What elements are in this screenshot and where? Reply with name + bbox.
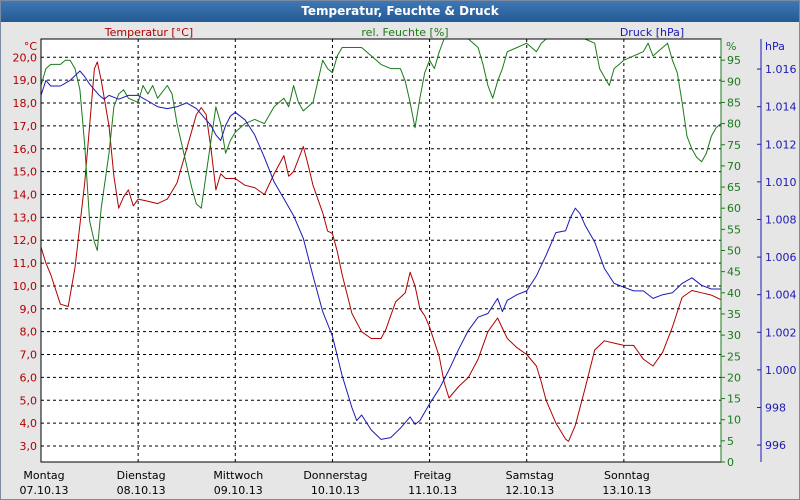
temperature-unit: °C (24, 40, 38, 53)
pressure-tick-label: 996 (765, 439, 786, 452)
pressure-ticks: 996 998 1.000 1.002 1.004 1.006 1.008 1.010 1.01… (757, 63, 797, 452)
humidity-tick-label: 90 (727, 75, 741, 88)
temperature-tick-label: 7,0 (20, 349, 38, 362)
humidity-tick-label: 20 (727, 371, 741, 384)
humidity-tick-label: 25 (727, 350, 741, 363)
temperature-axis-title: Temperatur [°C] (104, 26, 193, 39)
temperature-tick-label: 9,0 (20, 303, 38, 316)
humidity-tick-label: 5 (727, 435, 734, 448)
humidity-series-line (40, 38, 722, 251)
temperature-tick-label: 5,0 (20, 394, 38, 407)
day-labels: Montag 07.10.13 Dienstag 08.10.13 Mittwoch 09… (20, 469, 652, 497)
temperature-tick-label: 20,0 (13, 51, 38, 64)
day-name-label: Mittwoch (213, 469, 263, 482)
pressure-tick-label: 1.008 (765, 213, 797, 226)
temperature-series-line (40, 61, 722, 442)
plot-area (41, 39, 721, 462)
temperature-tick-label: 6,0 (20, 371, 38, 384)
temperature-tick-label: 8,0 (20, 326, 38, 339)
humidity-tick-label: 50 (727, 245, 741, 258)
humidity-tick-label: 65 (727, 181, 741, 194)
window-title: Temperatur, Feuchte & Druck (1, 1, 799, 22)
pressure-unit: hPa (765, 40, 785, 53)
humidity-tick-label: 0 (727, 456, 734, 469)
temperature-tick-label: 17,0 (13, 120, 38, 133)
humidity-tick-label: 10 (727, 414, 741, 427)
humidity-tick-label: 45 (727, 266, 741, 279)
temperature-tick-label: 14,0 (13, 188, 38, 201)
pressure-tick-label: 1.006 (765, 251, 797, 264)
humidity-axis-title: rel. Feuchte [%] (361, 26, 448, 39)
day-date-label: 07.10.13 (20, 484, 69, 497)
temperature-tick-label: 12,0 (13, 234, 38, 247)
day-date-label: 09.10.13 (214, 484, 263, 497)
humidity-tick-label: 75 (727, 139, 741, 152)
temperature-tick-label: 4,0 (20, 417, 38, 430)
temperature-tick-label: 3,0 (20, 440, 38, 453)
temperature-tick-label: 15,0 (13, 166, 38, 179)
temperature-tick-label: 13,0 (13, 211, 38, 224)
pressure-axis-title: Druck [hPa] (620, 26, 684, 39)
pressure-series-line (40, 70, 721, 440)
humidity-tick-label: 85 (727, 96, 741, 109)
day-date-label: 13.10.13 (602, 484, 651, 497)
humidity-ticks: 0 5 10 15 20 25 30 35 40 45 50 55 60 65 70 75 80 85 90 95 (721, 54, 741, 469)
day-date-label: 10.10.13 (311, 484, 360, 497)
humidity-tick-label: 55 (727, 223, 741, 236)
day-name-label: Montag (23, 469, 64, 482)
day-name-label: Samstag (506, 469, 554, 482)
humidity-tick-label: 70 (727, 160, 741, 173)
pressure-tick-label: 1.012 (765, 138, 797, 151)
day-name-label: Donnerstag (303, 469, 367, 482)
humidity-tick-label: 15 (727, 393, 741, 406)
day-date-label: 12.10.13 (505, 484, 554, 497)
pressure-tick-label: 998 (765, 401, 786, 414)
humidity-tick-label: 30 (727, 329, 741, 342)
day-name-label: Freitag (414, 469, 452, 482)
day-date-label: 11.10.13 (408, 484, 457, 497)
series-layer (40, 38, 722, 442)
pressure-tick-label: 1.004 (765, 289, 797, 302)
temperature-tick-label: 16,0 (13, 143, 38, 156)
humidity-tick-label: 40 (727, 287, 741, 300)
temperature-ticks: 3,0 4,0 5,0 6,0 7,0 8,0 9,0 10,0 11,0 12,0 13,0 14,… (13, 51, 38, 453)
humidity-tick-label: 35 (727, 308, 741, 321)
humidity-tick-label: 95 (727, 54, 741, 67)
day-date-label: 08.10.13 (117, 484, 166, 497)
pressure-tick-label: 1.016 (765, 63, 797, 76)
pressure-tick-label: 1.000 (765, 364, 797, 377)
temperature-tick-label: 19,0 (13, 74, 38, 87)
grid-lines (41, 39, 721, 462)
temperature-tick-label: 10,0 (13, 280, 38, 293)
temperature-tick-label: 18,0 (13, 97, 38, 110)
temperature-tick-label: 11,0 (13, 257, 38, 270)
humidity-tick-label: 80 (727, 118, 741, 131)
pressure-tick-label: 1.010 (765, 176, 797, 189)
humidity-tick-label: 60 (727, 202, 741, 215)
pressure-tick-label: 1.002 (765, 326, 797, 339)
day-name-label: Sonntag (604, 469, 650, 482)
day-name-label: Dienstag (117, 469, 166, 482)
humidity-unit: % (726, 40, 736, 53)
pressure-tick-label: 1.014 (765, 101, 797, 114)
